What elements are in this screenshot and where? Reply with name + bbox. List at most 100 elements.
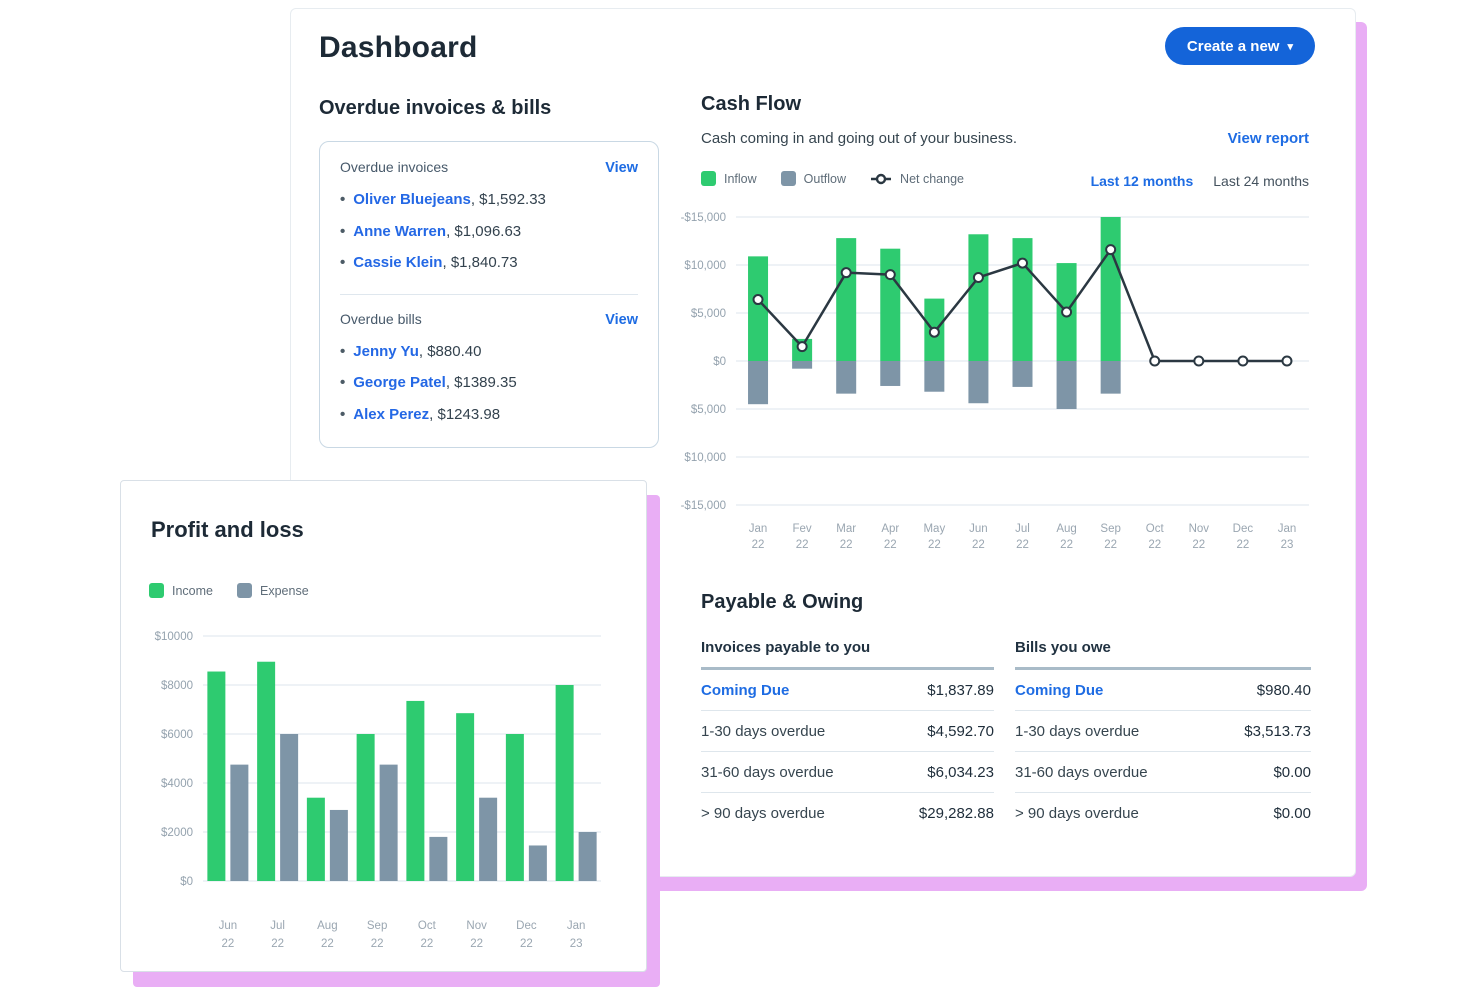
list-item: • George Patel, $1389.35 [340, 367, 638, 399]
svg-text:22: 22 [520, 938, 533, 950]
outflow-swatch-icon [780, 171, 796, 186]
profit-loss-card: Profit and loss Income Expense $10000 $80… [120, 480, 647, 972]
svg-text:-$15,000: -$15,000 [681, 500, 726, 512]
svg-text:$0: $0 [713, 356, 726, 368]
overdue-invoices-label: Overdue invoices [340, 159, 449, 175]
row-label: 31-60 days overdue [1015, 763, 1148, 781]
invoice-amount: $1,096.63 [454, 222, 522, 240]
table-row: 31-60 days overdue $0.00 [1015, 752, 1311, 793]
svg-text:22: 22 [1148, 539, 1161, 551]
overdue-bills-list: • Jenny Yu, $880.40 • George Patel, $1389.… [340, 336, 638, 431]
separator: , [429, 405, 438, 423]
svg-text:Apr: Apr [881, 523, 899, 535]
cashflow-legend: Inflow Outflow Net change [701, 171, 964, 186]
svg-text:Jan: Jan [749, 523, 768, 535]
table-row: 1-30 days overdue $3,513.73 [1015, 711, 1311, 752]
svg-text:22: 22 [420, 938, 433, 950]
legend-item-outflow: Outflow [780, 171, 847, 186]
create-new-button[interactable]: Create a new ▾ [1164, 27, 1315, 65]
row-label: 1-30 days overdue [701, 722, 826, 740]
cashflow-title: Cash Flow [701, 93, 802, 115]
svg-text:Jun: Jun [969, 523, 988, 535]
legend-label: Income [172, 583, 213, 598]
row-label: 31-60 days overdue [701, 763, 834, 781]
svg-text:$10,000: $10,000 [684, 452, 726, 464]
coming-due-link[interactable]: Coming Due [701, 681, 790, 699]
overdue-bills-label: Overdue bills [340, 310, 422, 327]
svg-text:Nov: Nov [466, 920, 487, 932]
bill-amount: $880.40 [427, 342, 482, 360]
bullet-icon: • [340, 222, 346, 240]
svg-text:$8000: $8000 [161, 680, 193, 692]
svg-text:Oct: Oct [418, 920, 437, 932]
svg-text:Dec: Dec [1233, 523, 1254, 535]
legend-item-income: Income [149, 583, 213, 598]
invoice-amount: $1,840.73 [450, 254, 518, 271]
svg-text:22: 22 [972, 539, 985, 551]
svg-text:22: 22 [1104, 539, 1117, 551]
svg-text:Jan: Jan [1278, 523, 1297, 535]
svg-text:22: 22 [796, 539, 809, 551]
row-value: $0.00 [1273, 805, 1311, 822]
table-row: Coming Due $1,837.89 [701, 670, 994, 711]
cashflow-chart: -$15,000 $10,000 $5,000 $0 $5,000 $10,000 -$15… [681, 212, 1309, 551]
row-value: $29,282.88 [918, 805, 994, 822]
customer-link[interactable]: Cassie Klein [353, 254, 443, 271]
range-last-24-months[interactable]: Last 24 months [1213, 173, 1309, 189]
svg-text:Jul: Jul [270, 920, 285, 932]
svg-text:$10000: $10000 [155, 631, 193, 643]
svg-text:$4000: $4000 [161, 778, 193, 790]
bills-you-owe-table: Bills you owe Coming Due $980.40 1-30 da… [1015, 639, 1311, 834]
list-item: • Anne Warren, $1,096.63 [340, 216, 638, 248]
overdue-section-title: Overdue invoices & bills [319, 97, 552, 119]
vendor-link[interactable]: George Patel [353, 374, 446, 391]
separator: , [418, 342, 428, 360]
income-swatch-icon [149, 583, 164, 598]
range-last-12-months[interactable]: Last 12 months [1090, 173, 1194, 189]
svg-text:$2000: $2000 [161, 827, 193, 839]
coming-due-link[interactable]: Coming Due [1015, 681, 1104, 699]
view-bills-link[interactable]: View [605, 311, 638, 328]
list-item: • Oliver Bluejeans, $1,592.33 [340, 184, 638, 216]
range-switcher: Last 12 months Last 24 months [1091, 173, 1309, 189]
svg-text:22: 22 [1060, 539, 1073, 551]
divider [340, 293, 638, 295]
svg-text:$5,000: $5,000 [691, 308, 726, 320]
view-report-link[interactable]: View report [1227, 130, 1309, 147]
svg-text:May: May [923, 523, 945, 535]
legend-item-net-change: Net change [870, 172, 964, 186]
invoice-amount: $1,592.33 [479, 191, 546, 208]
svg-text:$6000: $6000 [161, 729, 193, 741]
svg-text:$0: $0 [180, 876, 193, 888]
row-label: 1-30 days overdue [1015, 722, 1140, 740]
table-row: > 90 days overdue $29,282.88 [701, 793, 994, 834]
svg-text:$10,000: $10,000 [684, 260, 726, 272]
svg-text:Oct: Oct [1146, 523, 1165, 535]
customer-link[interactable]: Oliver Bluejeans [353, 191, 471, 208]
svg-text:Fev: Fev [793, 523, 812, 535]
payable-owing-title: Payable & Owing [701, 591, 864, 613]
row-value: $0.00 [1273, 763, 1311, 781]
table-row: > 90 days overdue $0.00 [1015, 793, 1311, 834]
caret-down-icon: ▾ [1287, 40, 1293, 53]
customer-link[interactable]: Anne Warren [353, 222, 447, 240]
legend-label: Outflow [803, 171, 847, 186]
table-row: 31-60 days overdue $6,034.23 [701, 752, 994, 793]
separator: , [446, 222, 455, 240]
bill-amount: $1243.98 [437, 405, 501, 423]
list-item: • Cassie Klein, $1,840.73 [340, 247, 638, 279]
svg-text:22: 22 [884, 539, 897, 551]
row-value: $980.40 [1256, 681, 1311, 699]
svg-text:Sep: Sep [1100, 523, 1120, 535]
svg-text:22: 22 [1236, 539, 1249, 551]
vendor-link[interactable]: Alex Perez [353, 405, 430, 423]
row-value: $1,837.89 [927, 681, 994, 699]
legend-label: Inflow [724, 171, 757, 186]
inflow-swatch-icon [701, 171, 716, 186]
svg-text:Jul: Jul [1015, 523, 1030, 535]
net-change-icon [871, 173, 892, 184]
vendor-link[interactable]: Jenny Yu [353, 342, 419, 360]
view-invoices-link[interactable]: View [605, 160, 638, 176]
svg-text:Aug: Aug [1056, 523, 1076, 535]
legend-item-inflow: Inflow [701, 171, 757, 186]
